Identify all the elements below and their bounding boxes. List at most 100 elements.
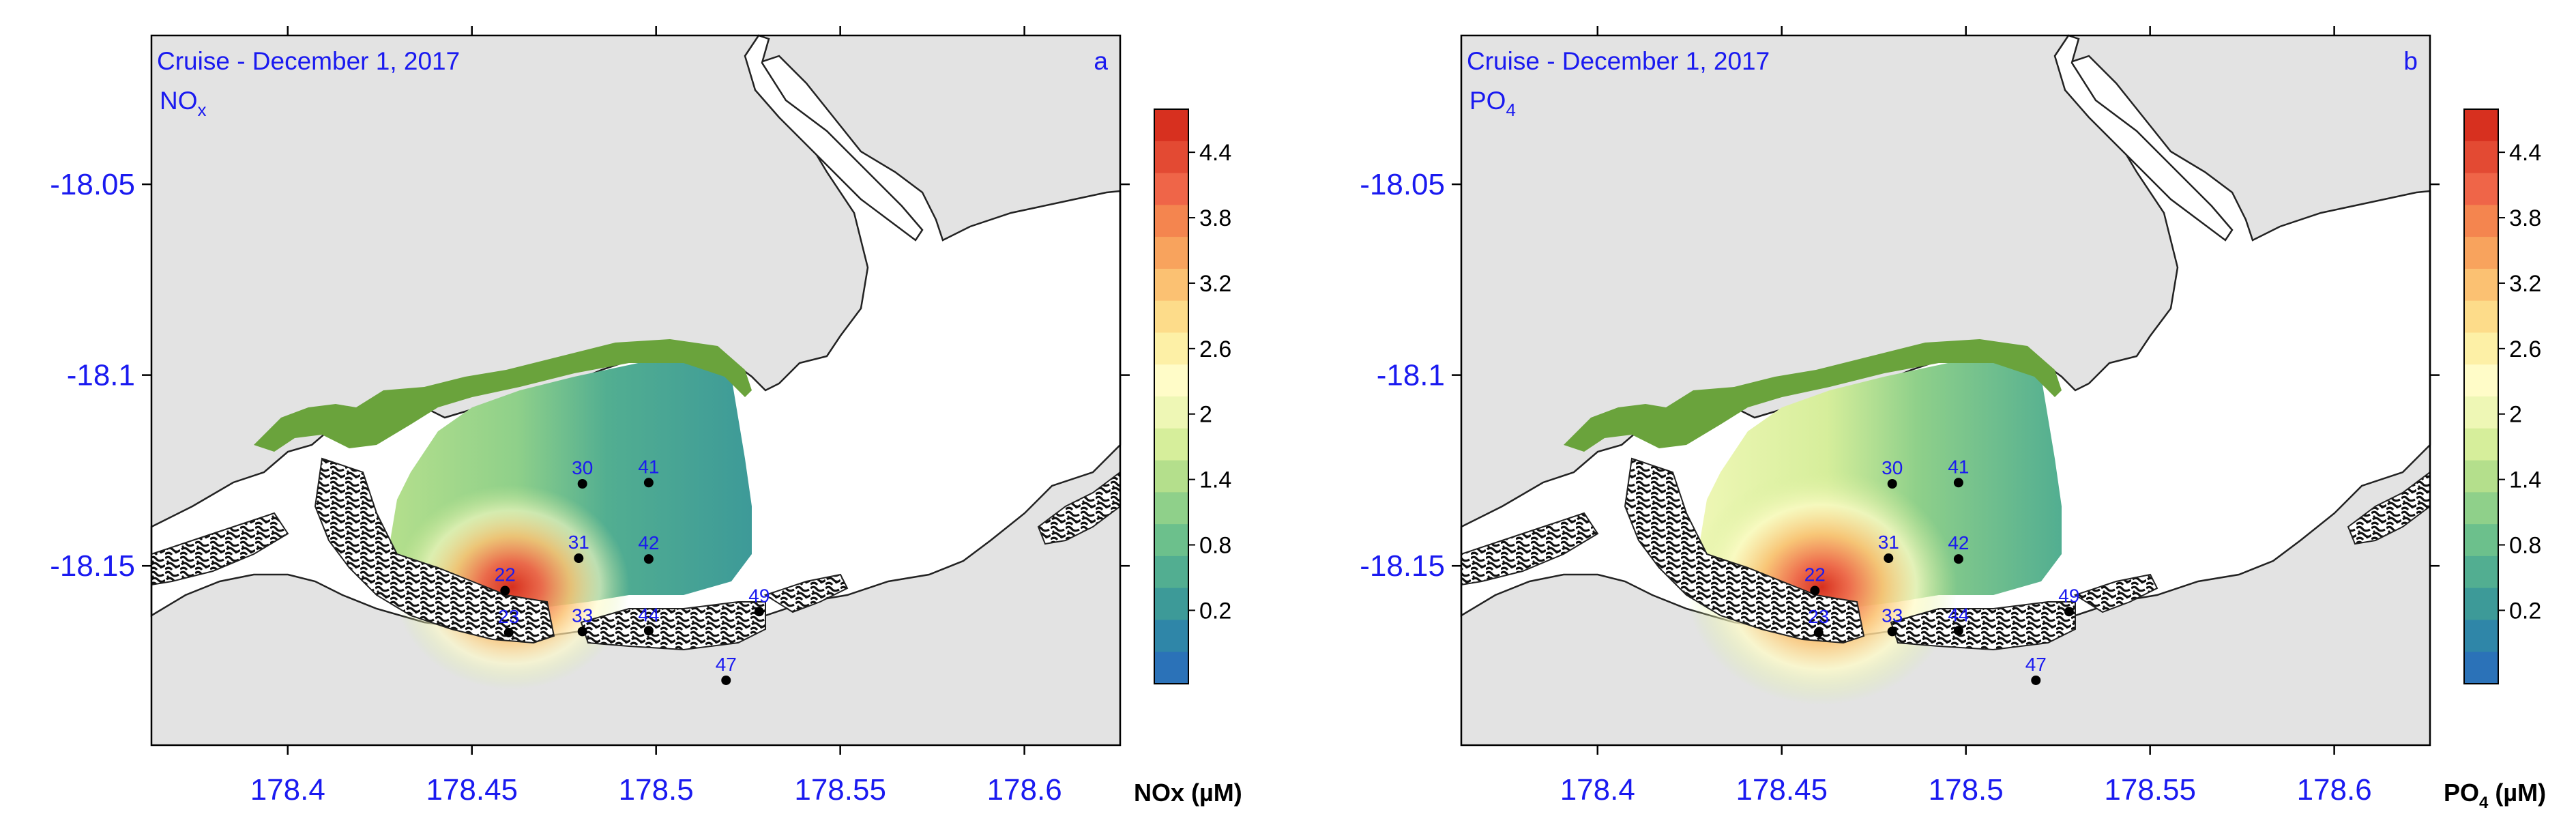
station-label: 47 — [2025, 654, 2047, 675]
colorbar-tick-label: 0.2 — [1199, 598, 1231, 624]
reef-island-east — [2073, 573, 2158, 613]
colorbar-segment — [1154, 588, 1188, 620]
station-marker — [643, 554, 654, 564]
colorbar-segment — [2464, 652, 2498, 684]
station-marker — [2031, 675, 2041, 685]
colorbar-tick-label: 3.8 — [1199, 205, 1231, 231]
colorbar-tick-label: 3.2 — [1199, 271, 1231, 297]
colorbar-segment — [1154, 460, 1188, 493]
station-label: 49 — [748, 585, 770, 606]
colorbar-tick-label: 0.8 — [1199, 533, 1231, 559]
colorbar-segment — [2464, 492, 2498, 525]
station-label: 30 — [572, 457, 593, 478]
y-tick-label: -18.05 — [1360, 168, 1445, 201]
colorbar-segment — [2464, 460, 2498, 493]
colorbar-segment — [2464, 428, 2498, 461]
colorbar-frame — [2463, 108, 2499, 684]
station-marker — [754, 607, 764, 617]
station-marker — [1813, 628, 1824, 638]
colorbar-segment — [2464, 300, 2498, 333]
station-label: 41 — [638, 456, 659, 477]
colorbar-segment — [1154, 652, 1188, 684]
colorbar-tick-label: 3.8 — [2509, 205, 2541, 231]
panel-letter: a — [1094, 47, 1108, 75]
x-tick-label: 178.5 — [619, 773, 694, 807]
colorbar-tick-label: 3.2 — [2509, 271, 2541, 297]
station-marker — [643, 478, 654, 488]
colorbar-segment — [2464, 396, 2498, 429]
x-tick-label: 178.4 — [1560, 773, 1635, 807]
colorbar-segment — [1154, 524, 1188, 557]
colorbar-segment — [2464, 555, 2498, 589]
x-tick-label: 178.4 — [250, 773, 325, 807]
station-label: 42 — [1948, 532, 1969, 553]
map-frame — [1460, 34, 2431, 747]
station-marker — [577, 478, 587, 489]
colorbar-segment — [2464, 524, 2498, 557]
station-label: 44 — [1948, 604, 1969, 625]
map-frame — [150, 34, 1122, 747]
reef-island-east — [763, 573, 849, 613]
station-label: 42 — [638, 532, 659, 553]
x-tick-label: 178.6 — [2297, 773, 2372, 807]
station-label: 33 — [1882, 605, 1903, 626]
station-marker — [500, 585, 510, 596]
reef-island-center — [580, 601, 766, 651]
colorbar-segment — [1154, 396, 1188, 429]
station-marker — [503, 628, 514, 638]
colorbar-segment — [1154, 141, 1188, 174]
colorbar-tick-label: 2.6 — [1199, 336, 1231, 362]
station-label: 31 — [568, 532, 589, 553]
y-tick-label: -18.1 — [1377, 359, 1445, 392]
x-tick-label: 178.5 — [1929, 773, 2004, 807]
map-panel-b: 30 41 31 42 22 23 33 44 49 47 178.4 178.45 178.5 178.… — [1360, 26, 2546, 812]
mangrove-fringe — [254, 339, 752, 452]
station-marker — [577, 626, 587, 637]
colorbar-segment — [2464, 205, 2498, 237]
station-label: 22 — [495, 564, 516, 585]
panel-title: Cruise - December 1, 2017 — [1467, 47, 1770, 75]
station-label: 22 — [1804, 564, 1826, 585]
colorbar-segment — [1154, 300, 1188, 333]
station-marker — [1953, 478, 1963, 488]
station-marker — [1884, 553, 1894, 564]
station-marker — [1887, 626, 1897, 637]
x-tick-label: 178.45 — [426, 773, 518, 807]
colorbar-segment — [2464, 141, 2498, 174]
reef-island-west — [1624, 457, 1865, 644]
station-marker — [1953, 626, 1963, 636]
colorbar-segment — [1154, 173, 1188, 205]
variable-label: PO4 — [1469, 87, 1516, 120]
x-tick-label: 178.55 — [794, 773, 886, 807]
colorbar-segment — [1154, 109, 1188, 142]
colorbar-tick-label: 2 — [2509, 402, 2522, 428]
station-label: 44 — [638, 604, 659, 625]
colorbar-segment — [2464, 364, 2498, 397]
station-label: 47 — [716, 654, 737, 675]
colorbar-segment — [2464, 588, 2498, 620]
y-tick-label: -18.15 — [50, 549, 135, 583]
x-tick-label: 178.55 — [2104, 773, 2196, 807]
station-marker — [2064, 607, 2074, 617]
hotspot-glow — [1686, 469, 1957, 706]
x-tick-label: 178.45 — [1736, 773, 1828, 807]
colorbar-segment — [2464, 268, 2498, 302]
variable-label: NOx — [160, 87, 207, 120]
colorbar-frame — [1154, 108, 1189, 684]
x-tick-label: 178.6 — [987, 773, 1062, 807]
hotspot-glow — [394, 484, 630, 690]
colorbar-segment — [1154, 205, 1188, 237]
colorbar-tick-label: 1.4 — [2509, 467, 2541, 493]
colorbar-segment — [2464, 237, 2498, 270]
map-panel-a: 30 41 31 42 22 23 33 44 49 47 178.4 178.45 178.5 178.… — [50, 26, 1242, 807]
colorbar-tick-label: 2 — [1199, 402, 1212, 428]
station-label: 23 — [498, 606, 519, 627]
station-label: 33 — [572, 605, 593, 626]
y-tick-label: -18.15 — [1360, 549, 1445, 583]
mangrove-fringe — [1564, 339, 2062, 452]
colorbar-segment — [1154, 428, 1188, 461]
river-channel — [2053, 34, 2234, 242]
colorbar-unit-label: PO4 (µM) — [2444, 779, 2546, 812]
station-label: 41 — [1948, 456, 1969, 477]
